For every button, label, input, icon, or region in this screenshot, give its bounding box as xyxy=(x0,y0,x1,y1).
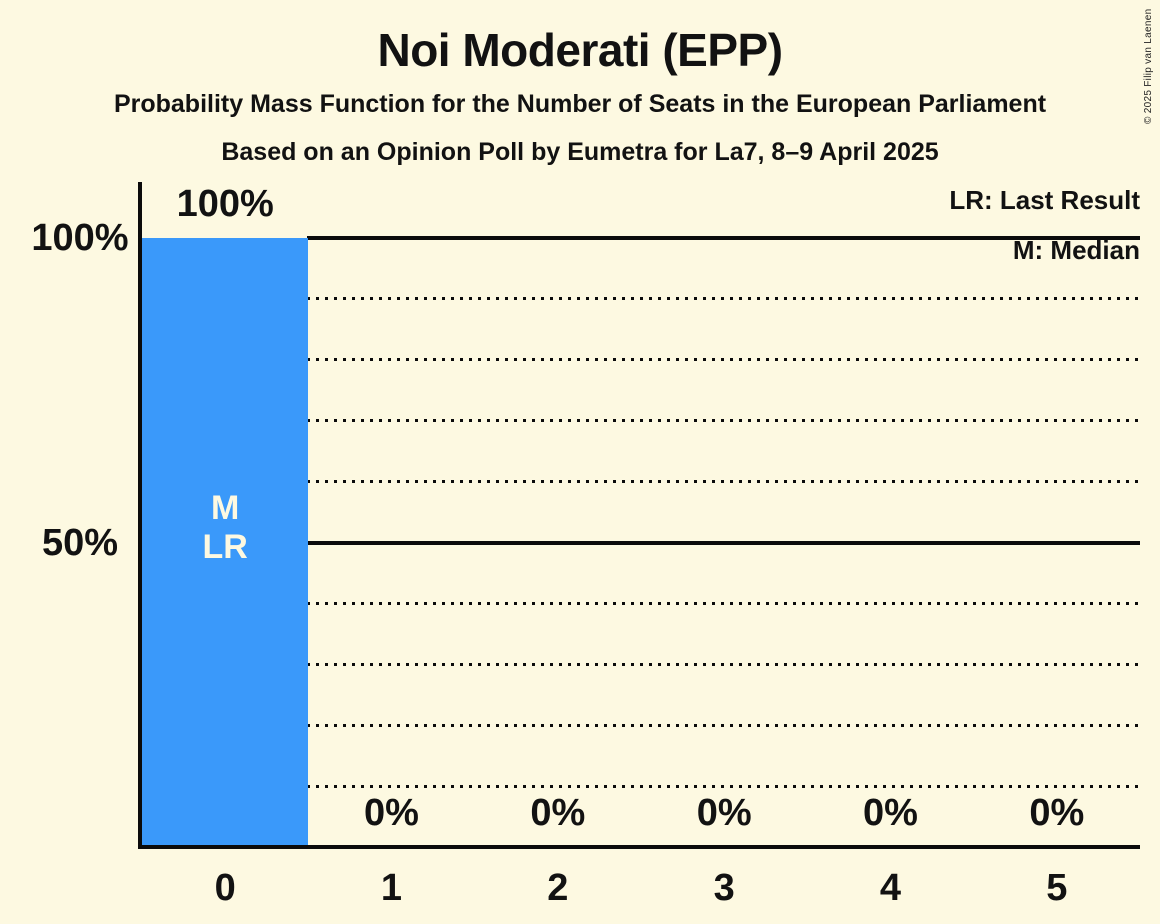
gridline-dotted-60 xyxy=(307,480,1140,484)
bar-value-label-0: 100% xyxy=(176,183,274,225)
gridline-dotted-30 xyxy=(307,662,1140,666)
median-last-result-annotation: M LR xyxy=(202,489,248,566)
gridline-dotted-70 xyxy=(307,419,1140,423)
y-tick-label-100: 100% xyxy=(31,217,129,259)
x-tick-label-4: 4 xyxy=(879,867,902,909)
chart-title: Noi Moderati (EPP) xyxy=(377,24,783,76)
bar-value-label-5: 0% xyxy=(1029,792,1085,834)
gridline-dotted-80 xyxy=(307,358,1140,362)
bar-value-label-3: 0% xyxy=(696,792,752,834)
gridline-dotted-40 xyxy=(307,601,1140,605)
x-tick-label-3: 3 xyxy=(713,867,735,909)
gridline-dotted-20 xyxy=(307,723,1140,727)
legend-last-result: LR: Last Result xyxy=(949,185,1140,215)
copyright-notice: © 2025 Filip van Laenen xyxy=(1143,8,1154,124)
chart-subtitle: Probability Mass Function for the Number… xyxy=(113,90,1047,118)
x-tick-label-0: 0 xyxy=(214,867,236,909)
x-tick-label-5: 5 xyxy=(1046,867,1068,909)
x-tick-label-1: 1 xyxy=(380,867,403,909)
y-tick-label-50: 50% xyxy=(41,521,119,564)
gridline-solid-100 xyxy=(307,236,1140,240)
bar-value-label-2: 0% xyxy=(530,792,586,834)
bar-value-label-1: 0% xyxy=(364,792,419,834)
x-tick-label-2: 2 xyxy=(547,867,569,909)
bar-value-label-4: 0% xyxy=(863,792,918,834)
gridline-solid-50 xyxy=(307,540,1140,545)
gridline-dotted-90 xyxy=(307,297,1140,301)
bar-0 xyxy=(142,238,309,845)
x-axis-line xyxy=(138,845,1140,849)
y-axis-line xyxy=(138,182,142,849)
legend-median: M: Median xyxy=(1012,235,1140,265)
gridline-dotted-10 xyxy=(307,784,1140,788)
chart-source-subtitle: Based on an Opinion Poll by Eumetra for … xyxy=(221,138,939,166)
